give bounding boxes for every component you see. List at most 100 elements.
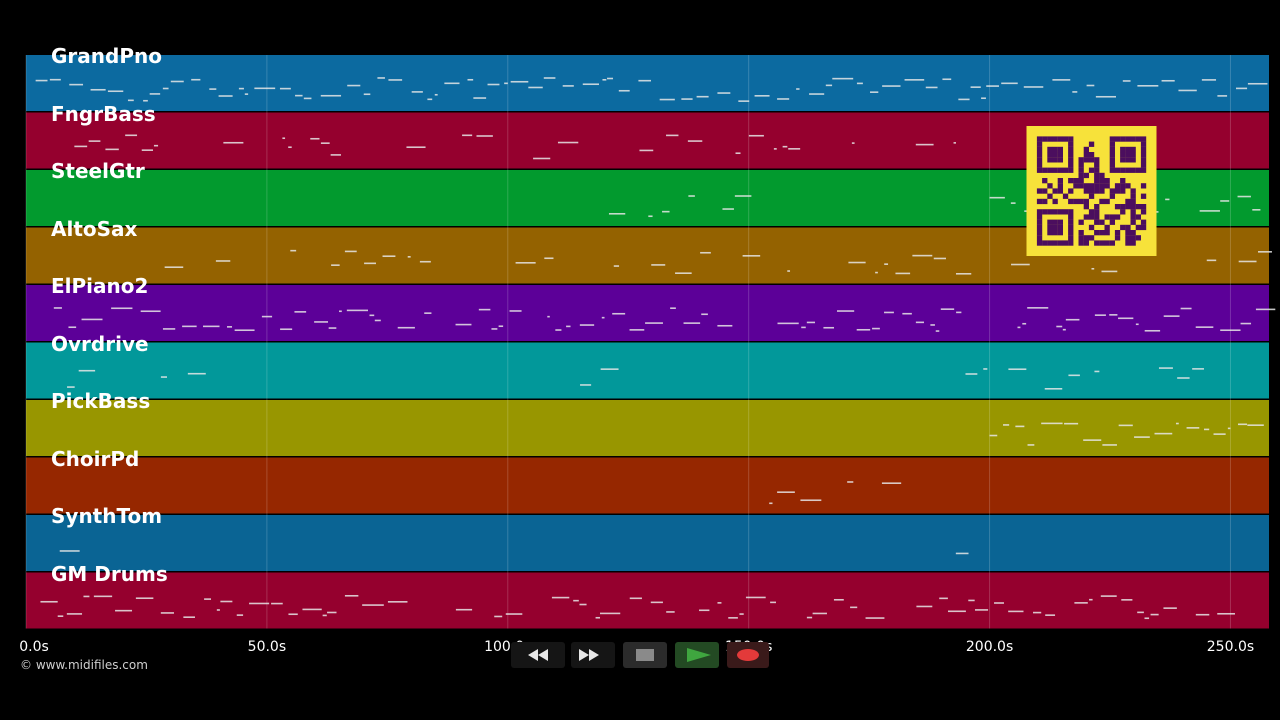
qr-module [1125, 183, 1131, 189]
qr-module [1099, 240, 1105, 246]
note-mark [688, 195, 695, 197]
qr-module [1057, 188, 1064, 194]
rewind-button[interactable] [511, 642, 565, 668]
note-mark [955, 552, 969, 555]
note-mark [613, 265, 620, 267]
qr-module [1120, 224, 1126, 231]
qr-module [1068, 178, 1074, 184]
note-mark [1220, 200, 1230, 202]
qr-module [1083, 146, 1090, 153]
note-mark [856, 328, 871, 331]
qr-module [1078, 167, 1084, 173]
play-button[interactable] [675, 642, 719, 668]
qr-module [1094, 172, 1100, 179]
note-mark [902, 312, 912, 315]
qr-module [1052, 230, 1058, 236]
note-mark [1089, 598, 1093, 601]
qr-module [1042, 136, 1048, 142]
qr-module [1083, 152, 1090, 158]
note-mark [67, 386, 75, 388]
note-mark [135, 597, 154, 600]
note-mark [1094, 314, 1106, 316]
qr-module [1140, 136, 1147, 142]
note-mark [851, 142, 855, 144]
qr-module [1068, 198, 1074, 205]
note-mark [279, 87, 291, 90]
note-mark [836, 310, 855, 312]
qr-module [1088, 141, 1095, 147]
note-mark [310, 137, 320, 140]
note-mark [1068, 374, 1080, 377]
note-mark [562, 85, 574, 87]
qr-module [1083, 198, 1090, 205]
qr-module [1036, 162, 1043, 168]
note-mark [543, 77, 556, 79]
note-mark [662, 210, 670, 213]
note-mark [612, 312, 626, 315]
note-mark [1217, 95, 1228, 97]
note-mark [455, 608, 473, 611]
note-mark [748, 134, 764, 137]
qr-module [1140, 162, 1147, 168]
note-mark [162, 87, 169, 90]
qr-module [1042, 167, 1048, 173]
record-icon [737, 649, 759, 661]
qr-module [1130, 230, 1136, 236]
qr-module [1120, 157, 1126, 163]
qr-module [1036, 141, 1043, 147]
stop-button[interactable] [623, 642, 667, 668]
note-mark [1186, 427, 1200, 429]
note-mark [1220, 329, 1241, 332]
note-mark [1144, 329, 1161, 332]
note-mark [933, 257, 946, 260]
note-mark [777, 322, 799, 325]
record-button[interactable] [727, 642, 769, 668]
note-mark [40, 600, 58, 603]
note-mark [320, 142, 330, 144]
qr-module [1057, 183, 1064, 189]
note-mark [872, 327, 880, 330]
qr-module [1114, 230, 1121, 236]
note-mark [582, 83, 600, 86]
qr-module [1125, 157, 1131, 163]
track-lane-6 [26, 342, 1269, 399]
qr-code-image[interactable] [1026, 126, 1157, 256]
transport-controls [511, 642, 769, 668]
note-mark [344, 594, 359, 597]
note-mark [1109, 314, 1118, 316]
note-mark [327, 611, 337, 614]
track-label-10: GM Drums [51, 561, 168, 586]
note-mark [601, 316, 605, 319]
qr-module [1120, 152, 1126, 158]
note-mark [1072, 91, 1078, 93]
track-label-5: ElPiano2 [51, 274, 149, 298]
qr-module [1036, 224, 1043, 231]
note-mark [57, 615, 64, 617]
note-mark [369, 314, 375, 317]
qr-module [1140, 224, 1147, 231]
note-mark [254, 87, 276, 90]
note-mark [989, 434, 998, 437]
qr-module [1094, 162, 1100, 168]
qr-module [1047, 157, 1053, 163]
note-mark [1074, 602, 1088, 604]
qr-module [1078, 157, 1084, 163]
qr-module [1088, 235, 1095, 241]
fast-forward-button[interactable] [571, 642, 615, 668]
note-mark [1150, 613, 1159, 616]
note-mark [1158, 367, 1173, 369]
qr-module [1094, 230, 1100, 236]
track-label-8: ChoirPd [51, 446, 140, 471]
qr-module [1140, 152, 1147, 158]
note-mark [1247, 424, 1264, 426]
qr-module [1073, 198, 1079, 205]
qr-module [1109, 157, 1116, 163]
qr-module [1099, 183, 1105, 189]
qr-module [1052, 198, 1058, 205]
note-mark [406, 146, 426, 149]
qr-module [1109, 162, 1116, 168]
qr-module [1052, 146, 1058, 153]
note-mark [149, 93, 161, 95]
note-mark [696, 95, 709, 98]
